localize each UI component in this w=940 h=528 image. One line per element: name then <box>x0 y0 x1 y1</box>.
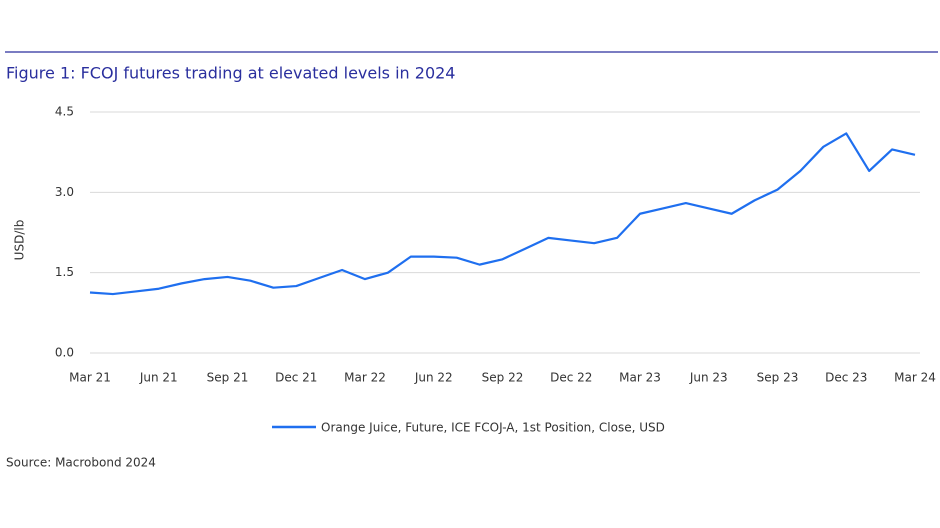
x-tick-label: Jun 22 <box>414 371 453 385</box>
x-tick-label: Mar 24 <box>894 371 936 385</box>
y-tick-label: 0.0 <box>55 346 74 360</box>
y-tick-label: 1.5 <box>55 265 74 279</box>
x-tick-label: Mar 21 <box>69 371 111 385</box>
data-line <box>89 132 916 296</box>
y-tick-label: 4.5 <box>55 105 74 119</box>
x-tick-label: Jun 21 <box>139 371 178 385</box>
x-tick-label: Dec 21 <box>275 371 317 385</box>
chart-title: Figure 1: FCOJ futures trading at elevat… <box>6 64 455 83</box>
source: Source: Macrobond 2024 <box>6 456 156 470</box>
legend-label: Orange Juice, Future, ICE FCOJ-A, 1st Po… <box>321 421 665 435</box>
x-tick-label: Mar 22 <box>344 371 386 385</box>
y-tick-label: 3.0 <box>55 185 74 199</box>
x-tick-label: Sep 23 <box>757 371 799 385</box>
x-tick-label: Sep 21 <box>207 371 249 385</box>
x-tick-label: Dec 22 <box>550 371 592 385</box>
x-tick-label: Dec 23 <box>825 371 867 385</box>
y-axis-label: USD/lb <box>13 220 27 261</box>
x-tick-label: Sep 22 <box>482 371 524 385</box>
x-tick-label: Jun 23 <box>689 371 728 385</box>
x-tick-label: Mar 23 <box>619 371 661 385</box>
